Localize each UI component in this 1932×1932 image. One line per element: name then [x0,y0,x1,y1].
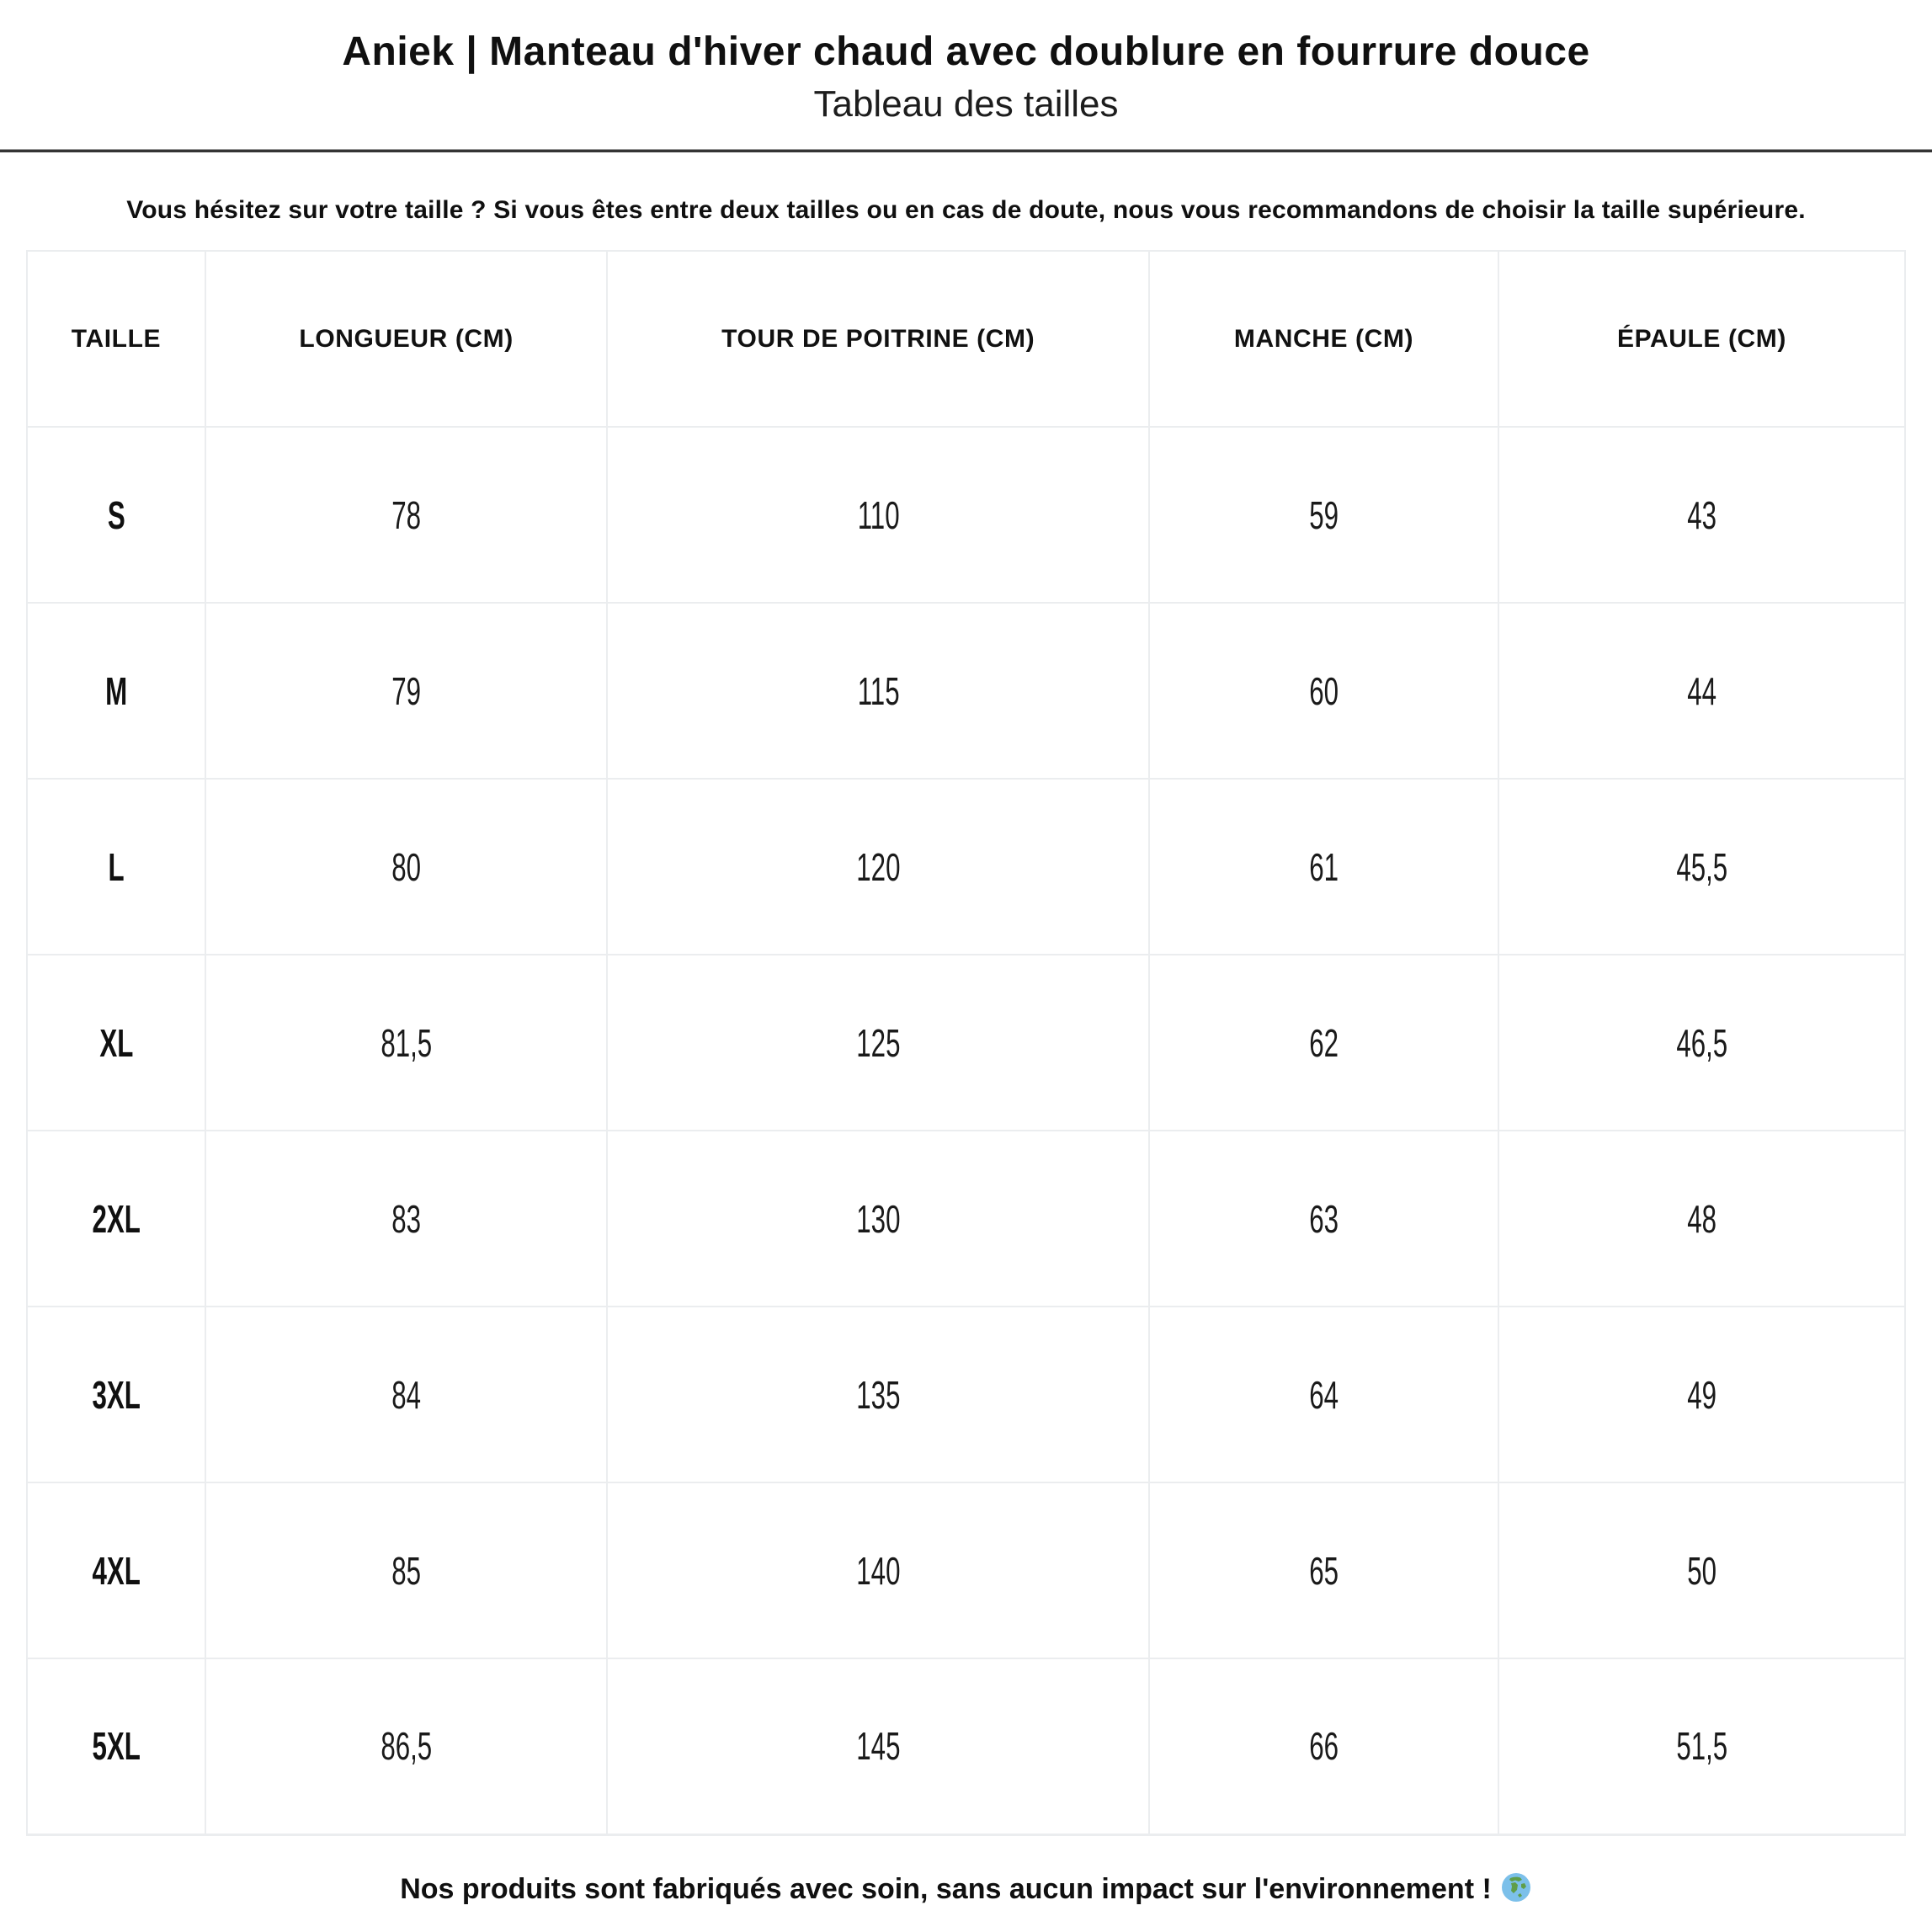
column-header-manche: MANCHE (CM) [1148,250,1499,428]
sleeve-value: 63 [1148,1130,1499,1307]
size-row-s: S 78 110 59 43 [26,426,1907,604]
size-row-m: M 79 115 60 44 [26,602,1907,780]
length-value: 86,5 [204,1658,609,1836]
size-row-xl: XL 81,5 125 62 46,5 [26,954,1907,1131]
sleeve-value: 62 [1148,954,1499,1131]
sleeve-value: 59 [1148,426,1499,604]
shoulder-value: 51,5 [1497,1658,1907,1836]
earth-globe-icon [1500,1871,1532,1911]
size-row-4xl: 4XL 85 140 65 50 [26,1482,1907,1659]
chest-value: 120 [606,778,1150,955]
chest-value: 130 [606,1130,1150,1307]
length-value: 80 [204,778,609,955]
sleeve-value: 60 [1148,602,1499,780]
length-value: 79 [204,602,609,780]
size-row-l: L 80 120 61 45,5 [26,778,1907,955]
chest-value: 140 [606,1482,1150,1659]
column-header-taille: TAILLE [26,250,206,428]
column-header-epaule: ÉPAULE (CM) [1497,250,1907,428]
shoulder-value: 45,5 [1497,778,1907,955]
length-value: 85 [204,1482,609,1659]
size-table: TAILLE LONGUEUR (CM) TOUR DE POITRINE (C… [26,250,1907,1836]
shoulder-value: 49 [1497,1306,1907,1483]
length-value: 84 [204,1306,609,1483]
page-footer: Nos produits sont fabriqués avec soin, s… [0,1871,1932,1911]
size-table-container: TAILLE LONGUEUR (CM) TOUR DE POITRINE (C… [26,250,1907,1836]
shoulder-value: 50 [1497,1482,1907,1659]
sleeve-value: 65 [1148,1482,1499,1659]
length-value: 81,5 [204,954,609,1131]
size-label: 5XL [26,1658,206,1836]
size-row-2xl: 2XL 83 130 63 48 [26,1130,1907,1307]
size-label: 2XL [26,1130,206,1307]
size-label: XL [26,954,206,1131]
size-label: L [26,778,206,955]
size-label: 4XL [26,1482,206,1659]
sleeve-value: 61 [1148,778,1499,955]
sleeve-value: 66 [1148,1658,1499,1836]
chest-value: 125 [606,954,1150,1131]
column-header-longueur: LONGUEUR (CM) [204,250,609,428]
shoulder-value: 44 [1497,602,1907,780]
chest-value: 135 [606,1306,1150,1483]
length-value: 78 [204,426,609,604]
size-label: 3XL [26,1306,206,1483]
chest-value: 145 [606,1658,1150,1836]
size-table-header-row: TAILLE LONGUEUR (CM) TOUR DE POITRINE (C… [26,250,1907,428]
column-header-poitrine: TOUR DE POITRINE (CM) [606,250,1150,428]
sizing-advice-note: Vous hésitez sur votre taille ? Si vous … [126,196,1806,224]
page-title: Aniek | Manteau d'hiver chaud avec doubl… [342,29,1590,74]
shoulder-value: 46,5 [1497,954,1907,1131]
page-subtitle: Tableau des tailles [813,83,1119,125]
chest-value: 110 [606,426,1150,604]
size-row-5xl: 5XL 86,5 145 66 51,5 [26,1658,1907,1836]
header-divider [0,149,1932,152]
length-value: 83 [204,1130,609,1307]
size-label: M [26,602,206,780]
shoulder-value: 48 [1497,1130,1907,1307]
size-label: S [26,426,206,604]
size-row-3xl: 3XL 84 135 64 49 [26,1306,1907,1483]
footer-text: Nos produits sont fabriqués avec soin, s… [400,1872,1492,1905]
page-header: Aniek | Manteau d'hiver chaud avec doubl… [0,0,1932,125]
shoulder-value: 43 [1497,426,1907,604]
chest-value: 115 [606,602,1150,780]
sleeve-value: 64 [1148,1306,1499,1483]
